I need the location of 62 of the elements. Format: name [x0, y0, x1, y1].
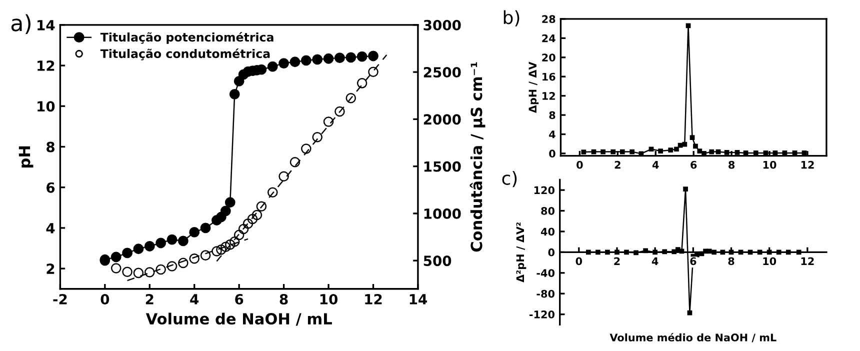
y2-tick-label: 3000 — [424, 20, 461, 30]
y-tick-label: 80 — [541, 207, 554, 215]
x-tick-label: 8 — [728, 257, 734, 266]
x-tick-label: 0 — [576, 257, 582, 266]
x-tick-label: 0 — [576, 160, 583, 169]
y-axis-title: pH — [18, 146, 34, 168]
x-tick-label: 6 — [235, 294, 244, 304]
x-tick-label: 4 — [652, 257, 658, 265]
x-tick-label: 8 — [280, 294, 288, 304]
y-tick-label: 8 — [549, 111, 556, 120]
x-tick-label: 10 — [320, 294, 338, 304]
x-tick-label: -2 — [53, 294, 67, 304]
y-axis-title: ΔpH / ΔV — [528, 62, 539, 114]
chart-title: a) — [11, 14, 30, 34]
x-tick-label: 10 — [763, 160, 776, 169]
y-tick-label: 10 — [38, 101, 55, 112]
y-tick-label: 40 — [540, 228, 554, 236]
y-tick-label: 16 — [542, 72, 556, 81]
y-axis-title: Δ²pH / ΔV² — [516, 222, 526, 282]
x-tick-label: 12 — [801, 160, 814, 169]
x-tick-label: 6 — [690, 257, 696, 266]
y-tick-label: -120 — [530, 310, 554, 318]
y-tick-label: 0 — [549, 150, 556, 158]
y2-tick-label: 2500 — [424, 67, 461, 78]
x-tick-label: 14 — [410, 294, 427, 304]
y-tick-label: -80 — [536, 290, 554, 298]
x-tick-label: 12 — [365, 294, 382, 304]
y-tick-label: 6 — [46, 182, 55, 193]
chart-title: c) — [502, 170, 517, 188]
x-tick-label: 4 — [652, 161, 659, 169]
y-tick-label: 24 — [542, 34, 556, 42]
y2-tick-label: 1000 — [424, 208, 461, 219]
y-tick-label: 28 — [542, 15, 556, 24]
y-tick-label: 4 — [46, 223, 55, 234]
y-tick-label: 4 — [549, 130, 556, 138]
y-tick-label: 2 — [46, 264, 54, 274]
y2-axis-title: Condutância / µS cm⁻¹ — [470, 62, 486, 252]
y2-tick-label: 2000 — [424, 114, 461, 125]
x-tick-label: 10 — [763, 257, 776, 266]
x-tick-label: 2 — [146, 294, 154, 304]
legend-label: Titulação condutométrica — [100, 48, 270, 60]
x-axis-title: Volume médio de NaOH / mL — [610, 332, 776, 342]
y-tick-label: 20 — [542, 54, 556, 62]
x-tick-label: 12 — [801, 257, 814, 265]
y-tick-label: 8 — [46, 142, 54, 152]
chart-title: b) — [504, 10, 520, 26]
x-tick-label: 2 — [614, 160, 620, 169]
y-tick-label: -40 — [536, 269, 554, 278]
y-tick-label: 12 — [38, 60, 54, 71]
x-tick-label: 8 — [728, 160, 735, 169]
legend-label: Titulação potenciométrica — [100, 32, 274, 44]
y2-tick-label: 1500 — [424, 161, 461, 172]
y-tick-label: 120 — [534, 186, 554, 194]
x-tick-label: 0 — [100, 294, 110, 304]
x-tick-label: 2 — [614, 257, 620, 265]
y-tick-label: 0 — [548, 248, 554, 256]
x-tick-label: 4 — [190, 294, 199, 304]
x-tick-label: 6 — [690, 160, 697, 169]
y-tick-label: 14 — [38, 20, 55, 30]
x-axis-title: Volume de NaOH / mL — [146, 312, 332, 326]
y-tick-label: 12 — [542, 92, 555, 100]
y2-tick-label: 500 — [424, 256, 452, 266]
